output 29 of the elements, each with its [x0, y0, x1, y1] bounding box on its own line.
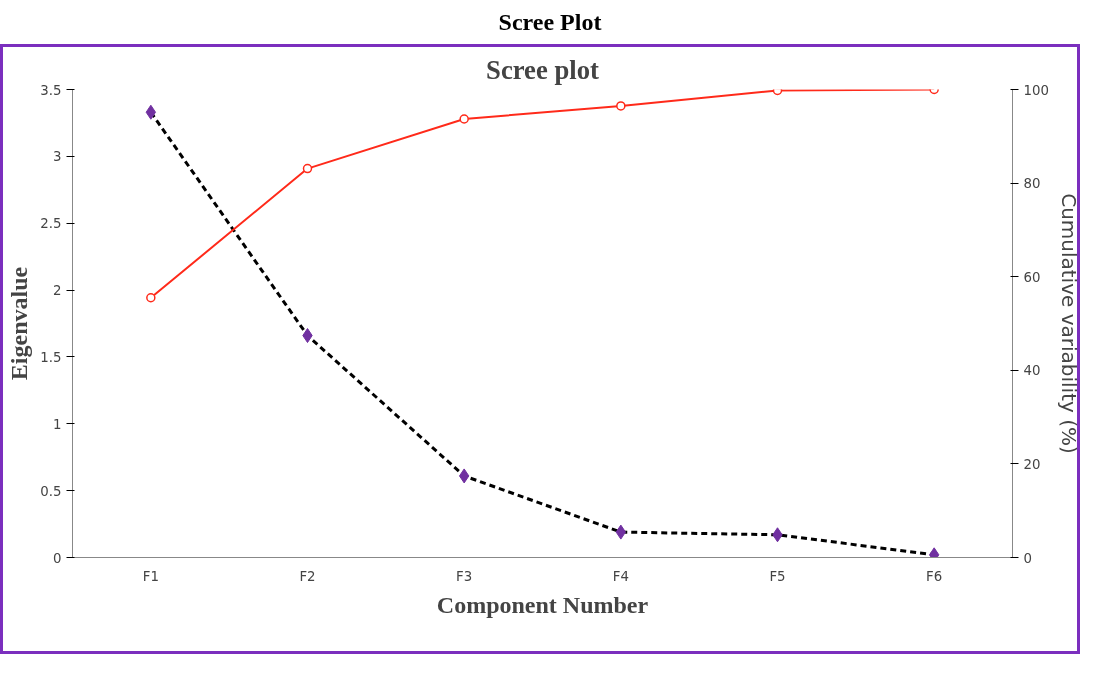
y2-tick-label: 0 — [1023, 550, 1032, 566]
y2-axis-title: Cumulative variability (%) — [1056, 193, 1081, 455]
y-tick-label: 0 — [53, 550, 62, 566]
x-tick-label: F2 — [299, 568, 316, 584]
y-tick-label: 3.5 — [40, 82, 62, 98]
y-tick-label: 0.5 — [40, 483, 62, 499]
y2-tick-label: 40 — [1023, 363, 1041, 379]
y-tick-label: 1 — [53, 417, 62, 433]
y-tick-label: 2.5 — [40, 216, 62, 232]
x-tick-label: F5 — [769, 568, 786, 584]
y-tick-label: 1.5 — [40, 350, 62, 366]
y2-tick-label: 60 — [1023, 269, 1041, 285]
x-tick-label: F3 — [456, 568, 473, 584]
point — [146, 293, 156, 303]
y2-tick-label: 20 — [1023, 457, 1041, 473]
chart-subtitle: Scree plot — [486, 54, 600, 85]
y-tick-label: 2 — [53, 283, 62, 299]
x-tick-label: F4 — [612, 568, 629, 584]
x-tick-label: F6 — [926, 568, 943, 584]
x-axis-title: Component Number — [436, 591, 649, 618]
point — [459, 114, 469, 125]
y2-tick-label: 80 — [1023, 176, 1041, 192]
chart-title: Scree Plot — [498, 8, 602, 37]
y-tick-label: 3 — [53, 149, 62, 165]
point — [616, 101, 626, 111]
y-axis-title: Eigenvalue — [6, 266, 33, 381]
x-tick-label: F1 — [142, 568, 159, 584]
point — [302, 164, 313, 174]
y2-tick-label: 100 — [1023, 82, 1049, 98]
